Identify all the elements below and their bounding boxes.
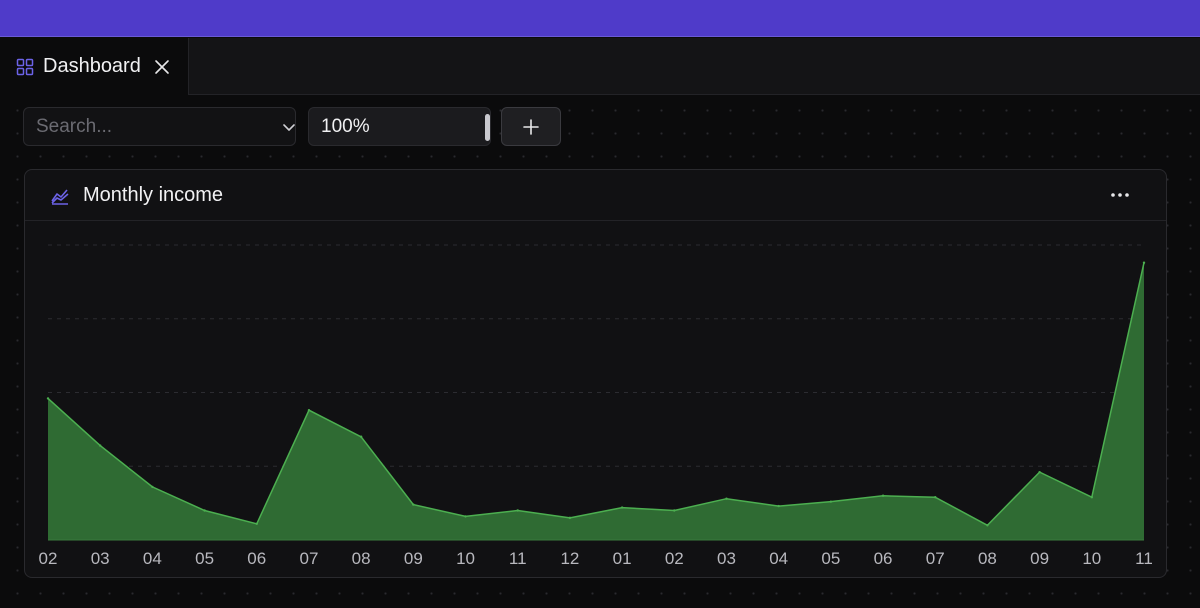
- add-widget-button[interactable]: [501, 107, 561, 146]
- income-area-chart: 02 03 04 05 06 07 08 09 10 11 12 01 02 03 04 05 06 07 08 09…: [39, 244, 1153, 568]
- x-tick-label: 09: [1030, 549, 1049, 568]
- data-point: [46, 397, 50, 400]
- x-tick-label: 11: [1135, 549, 1153, 568]
- x-tick-label: 04: [769, 549, 788, 568]
- zoom-value: 100%: [321, 115, 370, 137]
- data-point: [829, 500, 833, 503]
- x-tick-label: 08: [352, 549, 371, 568]
- chevron-down-icon[interactable]: [281, 119, 297, 135]
- x-tick-label: 10: [1082, 549, 1101, 568]
- tab-dashboard[interactable]: Dashboard: [0, 38, 189, 95]
- dashboard-grid-icon: [16, 58, 34, 76]
- x-tick-label: 02: [39, 549, 58, 568]
- income-area: [48, 262, 1144, 540]
- data-point: [1090, 496, 1094, 499]
- x-tick-label: 09: [404, 549, 423, 568]
- x-tick-label: 06: [874, 549, 893, 568]
- search-select[interactable]: [23, 107, 296, 146]
- chart-panel: Monthly income 02 03 04 05 06 07 08 09 10 11 12 01 0…: [24, 169, 1167, 578]
- data-point: [307, 409, 311, 412]
- panel-title: Monthly income: [83, 183, 224, 206]
- tab-label: Dashboard: [43, 55, 141, 77]
- plus-icon: [523, 118, 539, 135]
- chart-grid: [48, 244, 1144, 467]
- data-point: [934, 496, 937, 499]
- x-tick-label: 10: [456, 549, 475, 568]
- data-point: [568, 516, 572, 520]
- x-tick-label: 05: [821, 549, 840, 568]
- x-tick-label: 12: [560, 549, 579, 568]
- area-chart-icon: [50, 185, 70, 205]
- data-point: [777, 504, 780, 508]
- panel-header: Monthly income: [25, 170, 1166, 221]
- data-point: [464, 515, 467, 518]
- data-point: [620, 506, 624, 509]
- data-point: [98, 444, 102, 447]
- close-icon[interactable]: [153, 58, 171, 76]
- app-top-bar: [0, 0, 1200, 37]
- data-point: [673, 509, 676, 512]
- data-point: [1142, 261, 1146, 264]
- data-point: [725, 497, 728, 500]
- data-point: [986, 524, 989, 527]
- x-tick-label: 03: [91, 549, 110, 568]
- x-tick-label: 11: [509, 549, 527, 568]
- zoom-field[interactable]: 100%: [308, 107, 491, 146]
- search-input[interactable]: [36, 115, 281, 138]
- tab-strip: Dashboard: [0, 38, 1200, 95]
- x-tick-label: 08: [978, 549, 997, 568]
- x-tick-label: 03: [717, 549, 736, 568]
- data-point: [516, 509, 519, 512]
- data-point: [151, 485, 154, 489]
- x-tick-label: 07: [299, 549, 318, 568]
- data-point: [881, 494, 885, 497]
- x-axis-ticks: 02 03 04 05 06 07 08 09 10 11 12 01 02 03 04 05 06 07 08 09…: [39, 549, 1153, 568]
- more-horizontal-icon[interactable]: [1110, 187, 1130, 203]
- data-point: [255, 522, 258, 525]
- x-tick-label: 01: [613, 549, 632, 568]
- data-point: [1038, 470, 1041, 474]
- income-line: [47, 262, 1145, 527]
- x-tick-label: 04: [143, 549, 162, 568]
- x-tick-label: 05: [195, 549, 214, 568]
- x-tick-label: 07: [926, 549, 945, 568]
- data-point: [359, 435, 363, 438]
- data-point: [412, 503, 415, 506]
- x-tick-label: 06: [247, 549, 266, 568]
- x-tick-label: 02: [665, 549, 684, 568]
- data-point: [203, 509, 206, 512]
- zoom-resize-handle[interactable]: [485, 114, 490, 141]
